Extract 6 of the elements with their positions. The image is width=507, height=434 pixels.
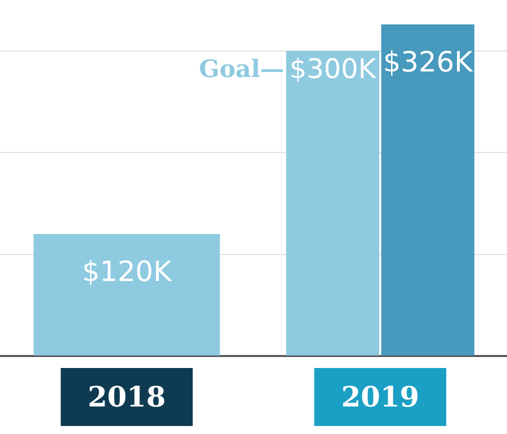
annotation: Goal— <box>198 54 284 84</box>
data-label: $300K <box>290 54 378 85</box>
data-label: $326K <box>382 46 474 79</box>
x-tick-label: 2018 <box>88 380 166 414</box>
x-tick-label: 2019 <box>341 380 420 414</box>
data-label: $120K <box>82 255 172 288</box>
